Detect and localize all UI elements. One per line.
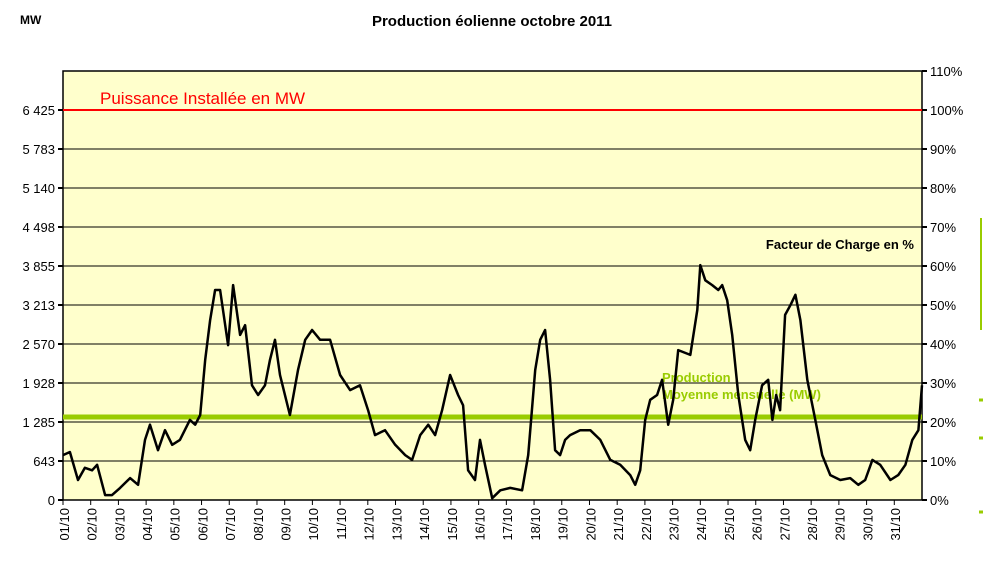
x-tick-label: 03/10 [112, 508, 127, 541]
x-tick-label: 18/10 [528, 508, 543, 541]
x-tick-label: 30/10 [860, 508, 875, 541]
x-tick-label: 06/10 [195, 508, 210, 541]
x-tick-label: 07/10 [223, 508, 238, 541]
right-tick-label: 0% [930, 493, 949, 508]
x-tick-label: 27/10 [777, 508, 792, 541]
x-tick-label: 02/10 [85, 508, 100, 541]
x-tick-label: 17/10 [500, 508, 515, 541]
right-axis-label: Facteur de Charge en % [766, 237, 915, 252]
right-tick-label: 110% [930, 64, 963, 79]
left-tick-label: 2 570 [22, 337, 55, 352]
x-tick-label: 14/10 [417, 508, 432, 541]
x-tick-label: 04/10 [140, 508, 155, 541]
x-tick-label: 28/10 [805, 508, 820, 541]
left-axis-unit: MW [20, 13, 42, 27]
right-tick-label: 30% [930, 376, 956, 391]
mean-label-1: Production : [662, 370, 739, 385]
chart-title: Production éolienne octobre 2011 [372, 13, 612, 30]
left-tick-label: 0 [48, 493, 55, 508]
left-tick-label: 1 928 [22, 376, 55, 391]
left-tick-label: 4 498 [22, 220, 55, 235]
left-tick-label: 5 783 [22, 142, 55, 157]
x-tick-label: 22/10 [639, 508, 654, 541]
right-tick-label: 100% [930, 103, 964, 118]
x-tick-label: 24/10 [694, 508, 709, 541]
x-tick-label: 01/10 [57, 508, 72, 541]
x-tick-label: 11/10 [334, 508, 349, 540]
x-tick-label: 15/10 [445, 508, 460, 541]
left-tick-label: 5 140 [22, 181, 55, 196]
x-tick-label: 20/10 [583, 508, 598, 541]
mean-label-2: Moyenne mensuelle (MW) [662, 387, 821, 402]
right-tick-label: 80% [930, 181, 956, 196]
left-tick-label: 3 855 [22, 259, 55, 274]
x-tick-label: 16/10 [473, 508, 488, 541]
x-tick-label: 09/10 [279, 508, 294, 541]
x-tick-label: 31/10 [888, 508, 903, 541]
right-tick-label: 90% [930, 142, 956, 157]
right-tick-label: 20% [930, 415, 956, 430]
plot-area [62, 70, 923, 501]
right-tick-label: 60% [930, 259, 956, 274]
x-tick-label: 08/10 [251, 508, 266, 541]
left-tick-label: 3 213 [22, 298, 55, 313]
x-tick-label: 25/10 [722, 508, 737, 541]
x-tick-label: 23/10 [666, 508, 681, 541]
installed-label: Puissance Installée en MW [100, 89, 305, 108]
right-tick-label: 10% [930, 454, 956, 469]
x-tick-label: 12/10 [362, 508, 377, 541]
x-tick-label: 26/10 [750, 508, 765, 541]
x-tick-label: 13/10 [389, 508, 404, 541]
right-tick-label: 70% [930, 220, 956, 235]
x-tick-label: 10/10 [306, 508, 321, 541]
x-tick-label: 19/10 [556, 508, 571, 541]
x-tick-label: 05/10 [168, 508, 183, 541]
left-tick-label: 643 [33, 454, 55, 469]
right-tick-label: 40% [930, 337, 956, 352]
x-tick-label: 29/10 [833, 508, 848, 541]
x-tick-label: 21/10 [611, 508, 626, 541]
production-series-line [62, 263, 924, 500]
left-tick-label: 6 425 [22, 103, 55, 118]
left-tick-label: 1 285 [22, 415, 55, 430]
right-tick-label: 50% [930, 298, 956, 313]
